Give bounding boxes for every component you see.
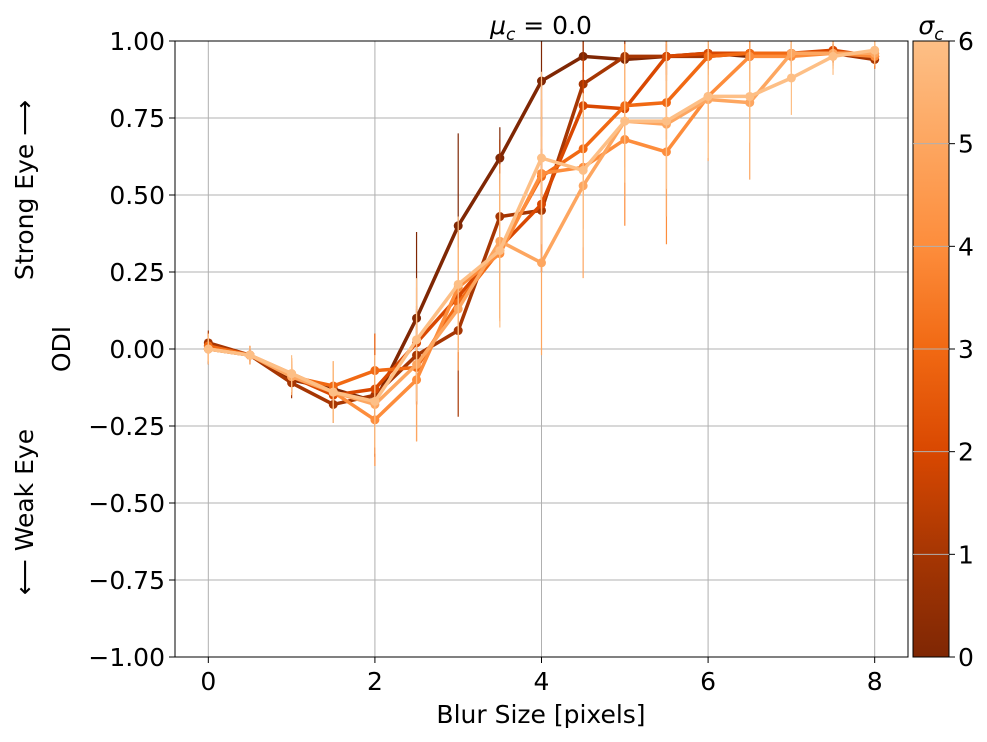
title-mu: μ [489, 11, 506, 40]
data-point [287, 369, 297, 379]
data-point [745, 91, 755, 101]
y-tick-label: −1.00 [88, 643, 165, 672]
y-tick-label: −0.50 [88, 489, 165, 518]
x-axis-label: Blur Size [pixels] [436, 700, 645, 729]
series-layer [203, 41, 880, 467]
data-point [828, 51, 838, 61]
title-mu-subscript: c [506, 25, 516, 45]
x-tick-label: 4 [534, 667, 550, 696]
colorbar: 0 1 2 3 4 5 6 σc [912, 11, 974, 672]
y-tick-label: 0.25 [109, 258, 165, 287]
y-axis-label: ODI [47, 326, 76, 372]
y-tick-label: 0.75 [109, 104, 165, 133]
colorbar-label: σc [918, 11, 944, 45]
colorbar-tick-label: 1 [958, 540, 974, 569]
x-tick-label: 8 [867, 667, 883, 696]
y-axis-ticks: −1.00 −0.75 −0.50 −0.25 0.00 0.25 0.50 0.75 1.00 [88, 27, 175, 672]
colorbar-tick-label: 0 [958, 643, 974, 672]
data-point [495, 245, 505, 255]
data-point [328, 387, 338, 397]
title-rest: = 0.0 [515, 11, 592, 40]
weak-eye-label: ⟵ Weak Eye [10, 429, 39, 595]
colorbar-tick-label: 5 [958, 130, 974, 159]
data-point [578, 165, 588, 175]
data-point [786, 73, 796, 83]
data-point [453, 279, 463, 289]
strong-eye-label: Strong Eye ⟶ [10, 100, 39, 280]
colorbar-tick-label: 4 [958, 232, 974, 261]
data-point [537, 153, 546, 163]
y-tick-label: 0.50 [109, 181, 165, 210]
data-point [537, 258, 546, 268]
y-tick-label: −0.75 [88, 566, 165, 595]
colorbar-ticks: 0 1 2 3 4 5 6 [913, 27, 974, 672]
data-point [870, 45, 880, 55]
data-point [620, 116, 630, 126]
colorbar-label-subscript: c [934, 25, 944, 45]
x-tick-label: 0 [200, 667, 216, 696]
data-point [703, 91, 713, 101]
data-point [203, 344, 213, 354]
colorbar-tick-label: 3 [958, 335, 974, 364]
colorbar-tick-label: 6 [958, 27, 974, 56]
x-tick-label: 2 [367, 667, 383, 696]
x-axis-ticks: 0 2 4 6 8 [200, 657, 883, 696]
data-point [370, 396, 380, 406]
y-tick-label: 1.00 [109, 27, 165, 56]
y-tick-label: −0.25 [88, 412, 165, 441]
colorbar-tick-label: 2 [958, 438, 974, 467]
data-point [661, 116, 671, 126]
series-sigma-6 [203, 41, 880, 448]
chart-title: μc = 0.0 [489, 11, 592, 45]
data-point [412, 335, 422, 345]
y-tick-label: 0.00 [109, 335, 165, 364]
colorbar-label-sigma: σ [918, 11, 935, 40]
data-point [245, 350, 255, 360]
x-tick-label: 6 [700, 667, 716, 696]
